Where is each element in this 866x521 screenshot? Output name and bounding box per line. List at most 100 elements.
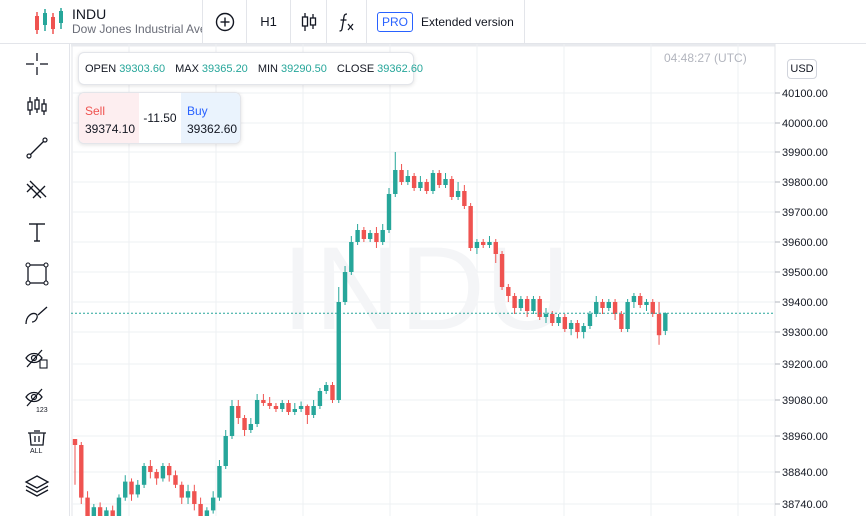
candle-body	[462, 191, 467, 206]
candle-body	[619, 314, 624, 329]
candle-body	[499, 254, 505, 287]
candle-body	[229, 406, 235, 436]
candle-body	[556, 317, 561, 323]
hide-indicators-tool[interactable]: 123	[24, 387, 50, 413]
rectangle-icon	[25, 262, 49, 286]
y-tick-label: 39900.00	[782, 147, 828, 159]
candle-body	[543, 314, 549, 317]
add-symbol-button[interactable]	[202, 0, 246, 44]
chart-area[interactable]: INDU 40100.00 40000.00 39900.00 39800.00 397…	[71, 43, 866, 520]
y-tick-label: 39300.00	[782, 327, 828, 339]
y-tick-label: 38840.00	[782, 467, 828, 479]
candle-body	[267, 403, 272, 406]
trade-panel: Sell 39374.10 -11.50 Buy 39362.60	[78, 92, 241, 144]
candle-body	[305, 406, 310, 415]
candle-body	[550, 314, 555, 323]
candle-body	[380, 230, 385, 242]
max-label: MAX	[175, 62, 199, 75]
candle-body	[198, 504, 203, 517]
candle-body	[311, 406, 316, 415]
candle-body	[254, 400, 260, 424]
sell-price: 39374.10	[85, 122, 136, 136]
trend-line-tool[interactable]	[24, 135, 50, 161]
text-tool[interactable]	[24, 219, 50, 245]
candle-body	[399, 170, 404, 182]
candle-body	[587, 314, 593, 326]
candle-body	[223, 436, 228, 466]
candle-body	[116, 497, 122, 517]
candle-body	[612, 302, 618, 314]
candle-body	[663, 313, 668, 331]
candle-body	[123, 481, 128, 498]
candle-body	[374, 233, 379, 242]
y-tick-label: 40000.00	[782, 118, 828, 130]
candle-body	[631, 296, 637, 302]
candle-body	[79, 445, 84, 498]
candle-body	[336, 302, 341, 400]
crosshair-tool[interactable]	[24, 51, 50, 77]
close-value: 39362.60	[377, 62, 424, 75]
buy-button[interactable]: Buy 39362.60	[181, 93, 240, 143]
pro-version-button[interactable]: PRO Extended version	[366, 0, 525, 44]
layers-tool[interactable]	[24, 473, 50, 499]
candle-body	[248, 424, 254, 430]
indicators-tool[interactable]	[24, 93, 50, 119]
indicators-button[interactable]	[326, 0, 366, 44]
fib-tool[interactable]	[24, 177, 50, 203]
candle-body	[606, 302, 611, 308]
interval-button[interactable]: H1	[246, 0, 290, 44]
candle-body	[135, 484, 140, 495]
symbol-info[interactable]: INDU Dow Jones Industrial Average	[72, 7, 202, 36]
hide-drawings-tool[interactable]	[24, 345, 50, 371]
hide-indicators-icon: 123	[25, 388, 48, 413]
candle-body	[324, 385, 329, 391]
candle-body	[481, 242, 486, 245]
pro-label: Extended version	[421, 14, 514, 29]
drawing-tools-sidebar: 123 ALL	[0, 44, 70, 516]
y-tick-label: 40100.00	[782, 88, 828, 100]
candle-body	[487, 242, 492, 245]
candle-body	[173, 475, 178, 485]
candle-body	[512, 296, 517, 308]
candle-body	[148, 466, 153, 472]
candle-body	[317, 391, 323, 406]
sell-button[interactable]: Sell 39374.10	[79, 93, 139, 143]
symbol-name: Dow Jones Industrial Average	[72, 22, 202, 36]
brush-icon	[25, 306, 48, 325]
candle-body	[638, 296, 643, 305]
chart-type-button[interactable]	[290, 0, 326, 44]
y-tick-label: 39400.00	[782, 297, 828, 309]
brush-tool[interactable]	[24, 303, 50, 329]
candle-body	[85, 497, 90, 517]
buy-price: 39362.60	[187, 122, 238, 136]
candle-body	[449, 179, 454, 197]
rectangle-tool[interactable]	[24, 261, 50, 287]
candle-body	[104, 510, 109, 517]
remove-all-tool[interactable]: ALL	[24, 429, 50, 455]
chart-logo-icon	[35, 7, 63, 34]
spread-value: -11.50	[143, 111, 177, 125]
candle-body	[644, 302, 649, 305]
candles-series	[72, 152, 668, 520]
y-tick-label: 39700.00	[782, 207, 828, 219]
price-axis[interactable]: 40100.00 40000.00 39900.00 39800.00 39700.00…	[775, 88, 828, 511]
candle-body	[204, 510, 210, 517]
y-tick-label: 39600.00	[782, 237, 828, 249]
close-label: CLOSE	[336, 62, 375, 75]
candle-body	[72, 439, 78, 445]
candle-body	[493, 242, 498, 254]
trend-line-icon	[26, 137, 48, 159]
candle-body	[342, 272, 348, 302]
open-value: 39303.60	[119, 62, 166, 75]
candle-body	[405, 176, 411, 182]
y-tick-label: 38740.00	[782, 499, 828, 511]
candle-body	[167, 466, 172, 476]
candle-body	[650, 302, 655, 314]
currency-button[interactable]: USD	[787, 59, 817, 79]
candle-body	[537, 299, 542, 317]
candle-body	[506, 287, 511, 296]
y-tick-label: 39200.00	[782, 359, 828, 371]
candle-body	[367, 233, 373, 239]
price-chart[interactable]: INDU 40100.00 40000.00 39900.00 39800.00 397…	[71, 43, 866, 520]
chart-clock: 04:48:27 (UTC)	[664, 51, 747, 65]
